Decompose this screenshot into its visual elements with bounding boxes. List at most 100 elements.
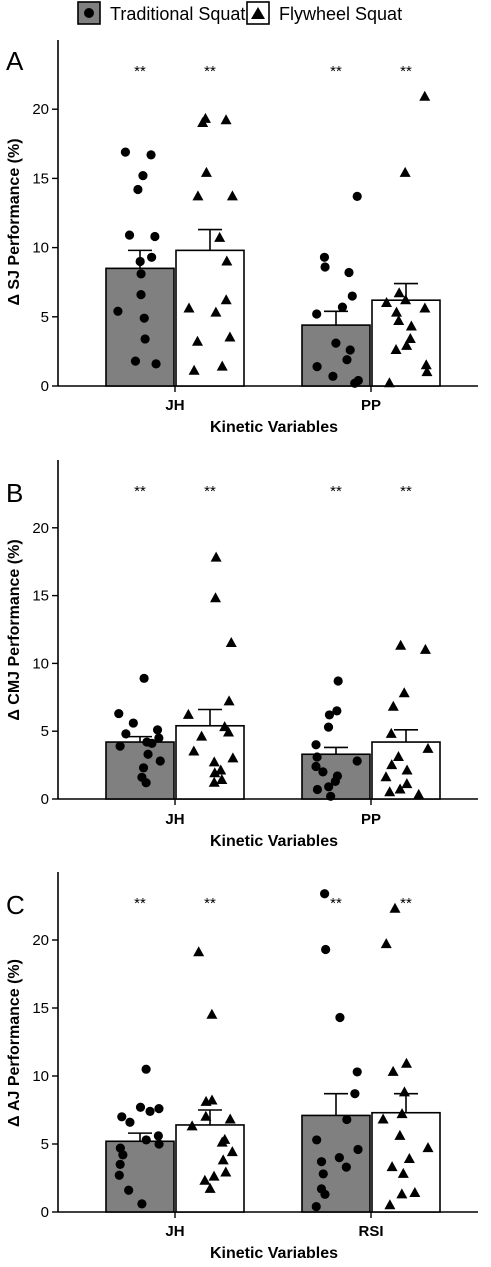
data-point bbox=[154, 733, 164, 743]
data-point bbox=[199, 1174, 211, 1185]
panels: A 0 5 10 15 20 Δ SJ Performance (%) Kinetic Var… bbox=[6, 40, 478, 1262]
data-point bbox=[312, 752, 322, 762]
data-point bbox=[150, 231, 160, 242]
x-axis-label: Kinetic Variables bbox=[210, 833, 338, 850]
data-point bbox=[419, 643, 431, 654]
data-point bbox=[389, 902, 401, 913]
data-point bbox=[392, 750, 404, 761]
significance-label: ** bbox=[134, 895, 146, 912]
y-tick-label: 0 bbox=[41, 791, 49, 808]
legend-item: Traditional Squat bbox=[77, 1, 245, 25]
y-axis-label: Δ CMJ Performance (%) bbox=[6, 539, 23, 720]
data-point bbox=[399, 166, 411, 177]
data-point bbox=[130, 356, 141, 366]
x-tick-label: JH bbox=[165, 1223, 184, 1240]
data-point bbox=[387, 700, 399, 711]
significance-label: ** bbox=[400, 895, 412, 912]
data-point bbox=[206, 1008, 218, 1019]
data-point bbox=[192, 190, 204, 201]
data-point bbox=[353, 1144, 363, 1155]
data-point bbox=[390, 344, 402, 355]
data-point bbox=[422, 1142, 434, 1153]
legend-marker-triangle bbox=[251, 7, 265, 19]
legend-marker-circle bbox=[84, 8, 94, 18]
data-point bbox=[133, 184, 143, 195]
data-point bbox=[141, 1135, 151, 1145]
data-point bbox=[147, 252, 157, 262]
data-point bbox=[138, 171, 148, 181]
data-point bbox=[400, 294, 412, 305]
data-point bbox=[341, 1162, 351, 1172]
data-point bbox=[135, 1102, 146, 1112]
data-point bbox=[324, 782, 334, 792]
data-point bbox=[214, 231, 226, 242]
data-point bbox=[186, 1120, 198, 1131]
y-axis-label: Δ SJ Performance (%) bbox=[6, 138, 23, 305]
data-point bbox=[381, 296, 393, 307]
data-point bbox=[401, 764, 413, 775]
data-point bbox=[319, 252, 330, 262]
data-point bbox=[224, 331, 236, 342]
data-point bbox=[223, 695, 235, 706]
data-point bbox=[385, 727, 397, 738]
x-tick-label: JH bbox=[165, 397, 184, 414]
data-point bbox=[209, 767, 221, 778]
data-point bbox=[384, 786, 396, 797]
data-point bbox=[380, 771, 392, 782]
data-point bbox=[151, 359, 161, 369]
data-point bbox=[409, 1186, 421, 1197]
data-point bbox=[196, 730, 208, 741]
data-point bbox=[396, 1188, 408, 1199]
data-point bbox=[395, 639, 407, 650]
data-point bbox=[220, 114, 232, 125]
y-tick-label: 20 bbox=[32, 932, 49, 949]
data-point bbox=[121, 729, 131, 739]
data-point bbox=[401, 778, 413, 789]
panel-label: B bbox=[6, 478, 23, 508]
y-tick-label: 5 bbox=[41, 723, 49, 740]
significance-label: ** bbox=[400, 483, 412, 500]
data-point bbox=[420, 359, 432, 370]
data-point bbox=[191, 335, 203, 346]
significance-label: ** bbox=[330, 895, 342, 912]
data-point bbox=[125, 1117, 135, 1127]
data-point bbox=[419, 90, 431, 101]
chart-panel: B 0 5 10 15 20 Δ CMJ Performance (%) Kinetic Va… bbox=[6, 460, 478, 850]
data-point bbox=[210, 306, 222, 317]
bar bbox=[175, 724, 245, 800]
y-tick-label: 15 bbox=[32, 1000, 49, 1017]
data-point bbox=[200, 166, 212, 177]
data-point bbox=[383, 377, 395, 388]
data-point bbox=[226, 1146, 238, 1157]
data-point bbox=[188, 364, 200, 375]
significance-label: ** bbox=[330, 483, 342, 500]
x-tick-label: PP bbox=[361, 811, 381, 828]
bar bbox=[175, 1124, 245, 1213]
legend-label: Traditional Squat bbox=[110, 4, 245, 24]
data-point bbox=[318, 1169, 328, 1179]
x-axis-label: Kinetic Variables bbox=[210, 419, 338, 436]
y-tick-label: 15 bbox=[32, 588, 49, 605]
data-point bbox=[197, 117, 209, 128]
data-point bbox=[320, 1189, 330, 1199]
significance-label: ** bbox=[204, 63, 216, 80]
x-tick-label: PP bbox=[361, 397, 381, 414]
data-point bbox=[200, 1095, 212, 1106]
data-point bbox=[193, 946, 205, 957]
data-point bbox=[141, 1064, 151, 1074]
data-point bbox=[316, 1157, 327, 1167]
data-point bbox=[155, 756, 165, 766]
panel-label: A bbox=[6, 46, 24, 76]
data-point bbox=[320, 262, 330, 272]
data-point bbox=[120, 147, 131, 157]
data-point bbox=[220, 1166, 232, 1177]
data-point bbox=[342, 1114, 352, 1125]
data-point bbox=[152, 725, 163, 735]
data-point bbox=[182, 708, 194, 719]
data-point bbox=[128, 718, 138, 728]
data-point bbox=[384, 1199, 396, 1210]
data-point bbox=[114, 708, 124, 719]
data-point bbox=[227, 752, 239, 763]
data-point bbox=[324, 710, 335, 720]
